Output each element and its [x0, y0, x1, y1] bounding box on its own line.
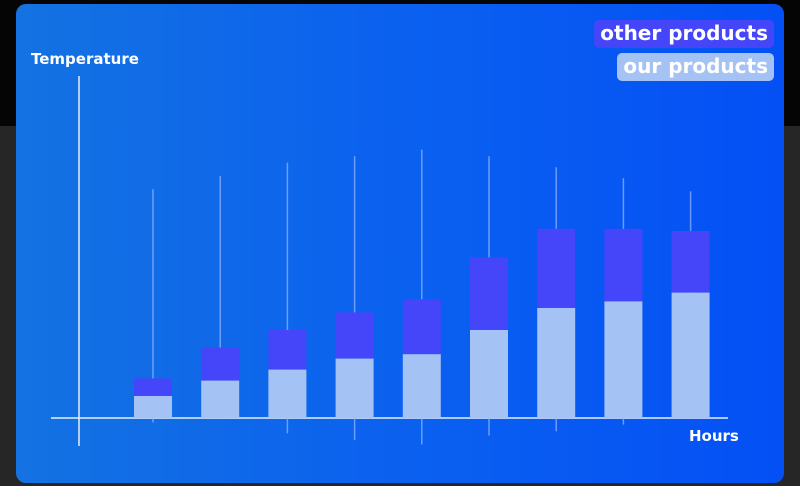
legend-item-our-products[interactable]: our products [617, 53, 774, 81]
legend: other products our products [594, 20, 774, 81]
bar-our-products [134, 396, 172, 418]
bar-other-products [268, 330, 307, 370]
chart-canvas [51, 76, 728, 446]
bar-other-products [134, 378, 172, 396]
chart-panel: Temperature Hours other products our pro… [16, 4, 784, 483]
bar-other-products [671, 231, 710, 293]
bar-our-products [470, 330, 508, 418]
bar-our-products [671, 292, 710, 418]
bar-our-products [604, 301, 643, 418]
bar-our-products [335, 358, 374, 418]
bar-other-products [604, 228, 643, 302]
y-axis-label: Temperature [31, 50, 139, 68]
x-axis-label: Hours [689, 427, 739, 445]
bar-our-products [402, 354, 441, 418]
bar-other-products [537, 228, 576, 308]
bar-other-products [201, 347, 240, 381]
bar-other-products [335, 312, 374, 359]
bar-other-products [470, 257, 508, 330]
bar-our-products [201, 380, 240, 418]
bar-our-products [537, 308, 576, 418]
legend-item-other-products[interactable]: other products [594, 20, 774, 48]
bar-other-products [402, 299, 441, 355]
bar-our-products [268, 369, 307, 418]
